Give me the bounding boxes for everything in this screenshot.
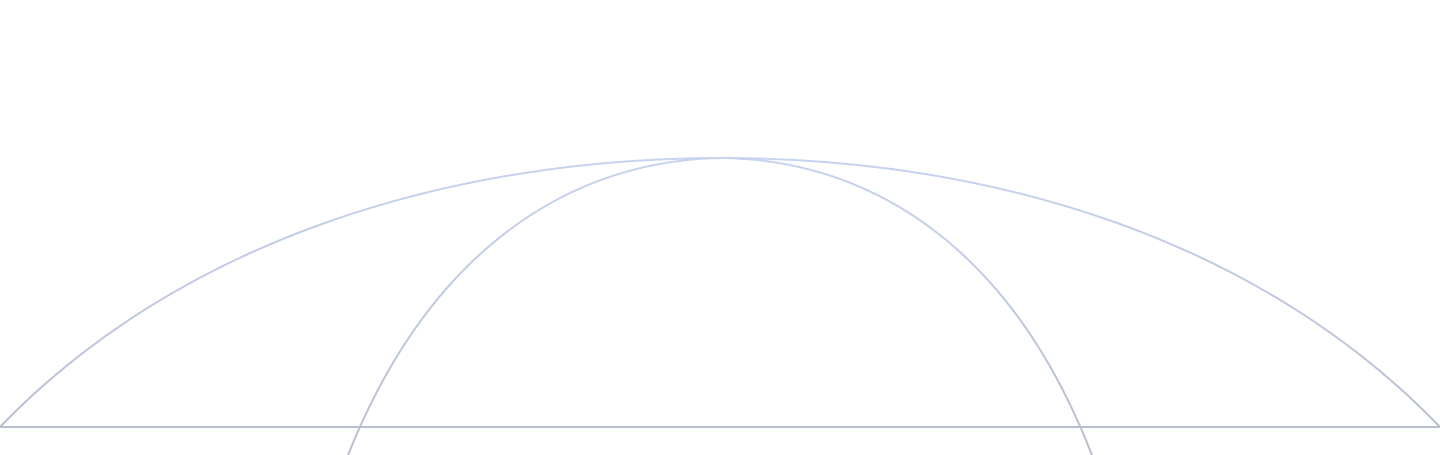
globe-meridian-right: [721, 157, 1093, 455]
globe-meridian-left: [347, 157, 723, 455]
globe-outer-arc: [0, 156, 1440, 428]
